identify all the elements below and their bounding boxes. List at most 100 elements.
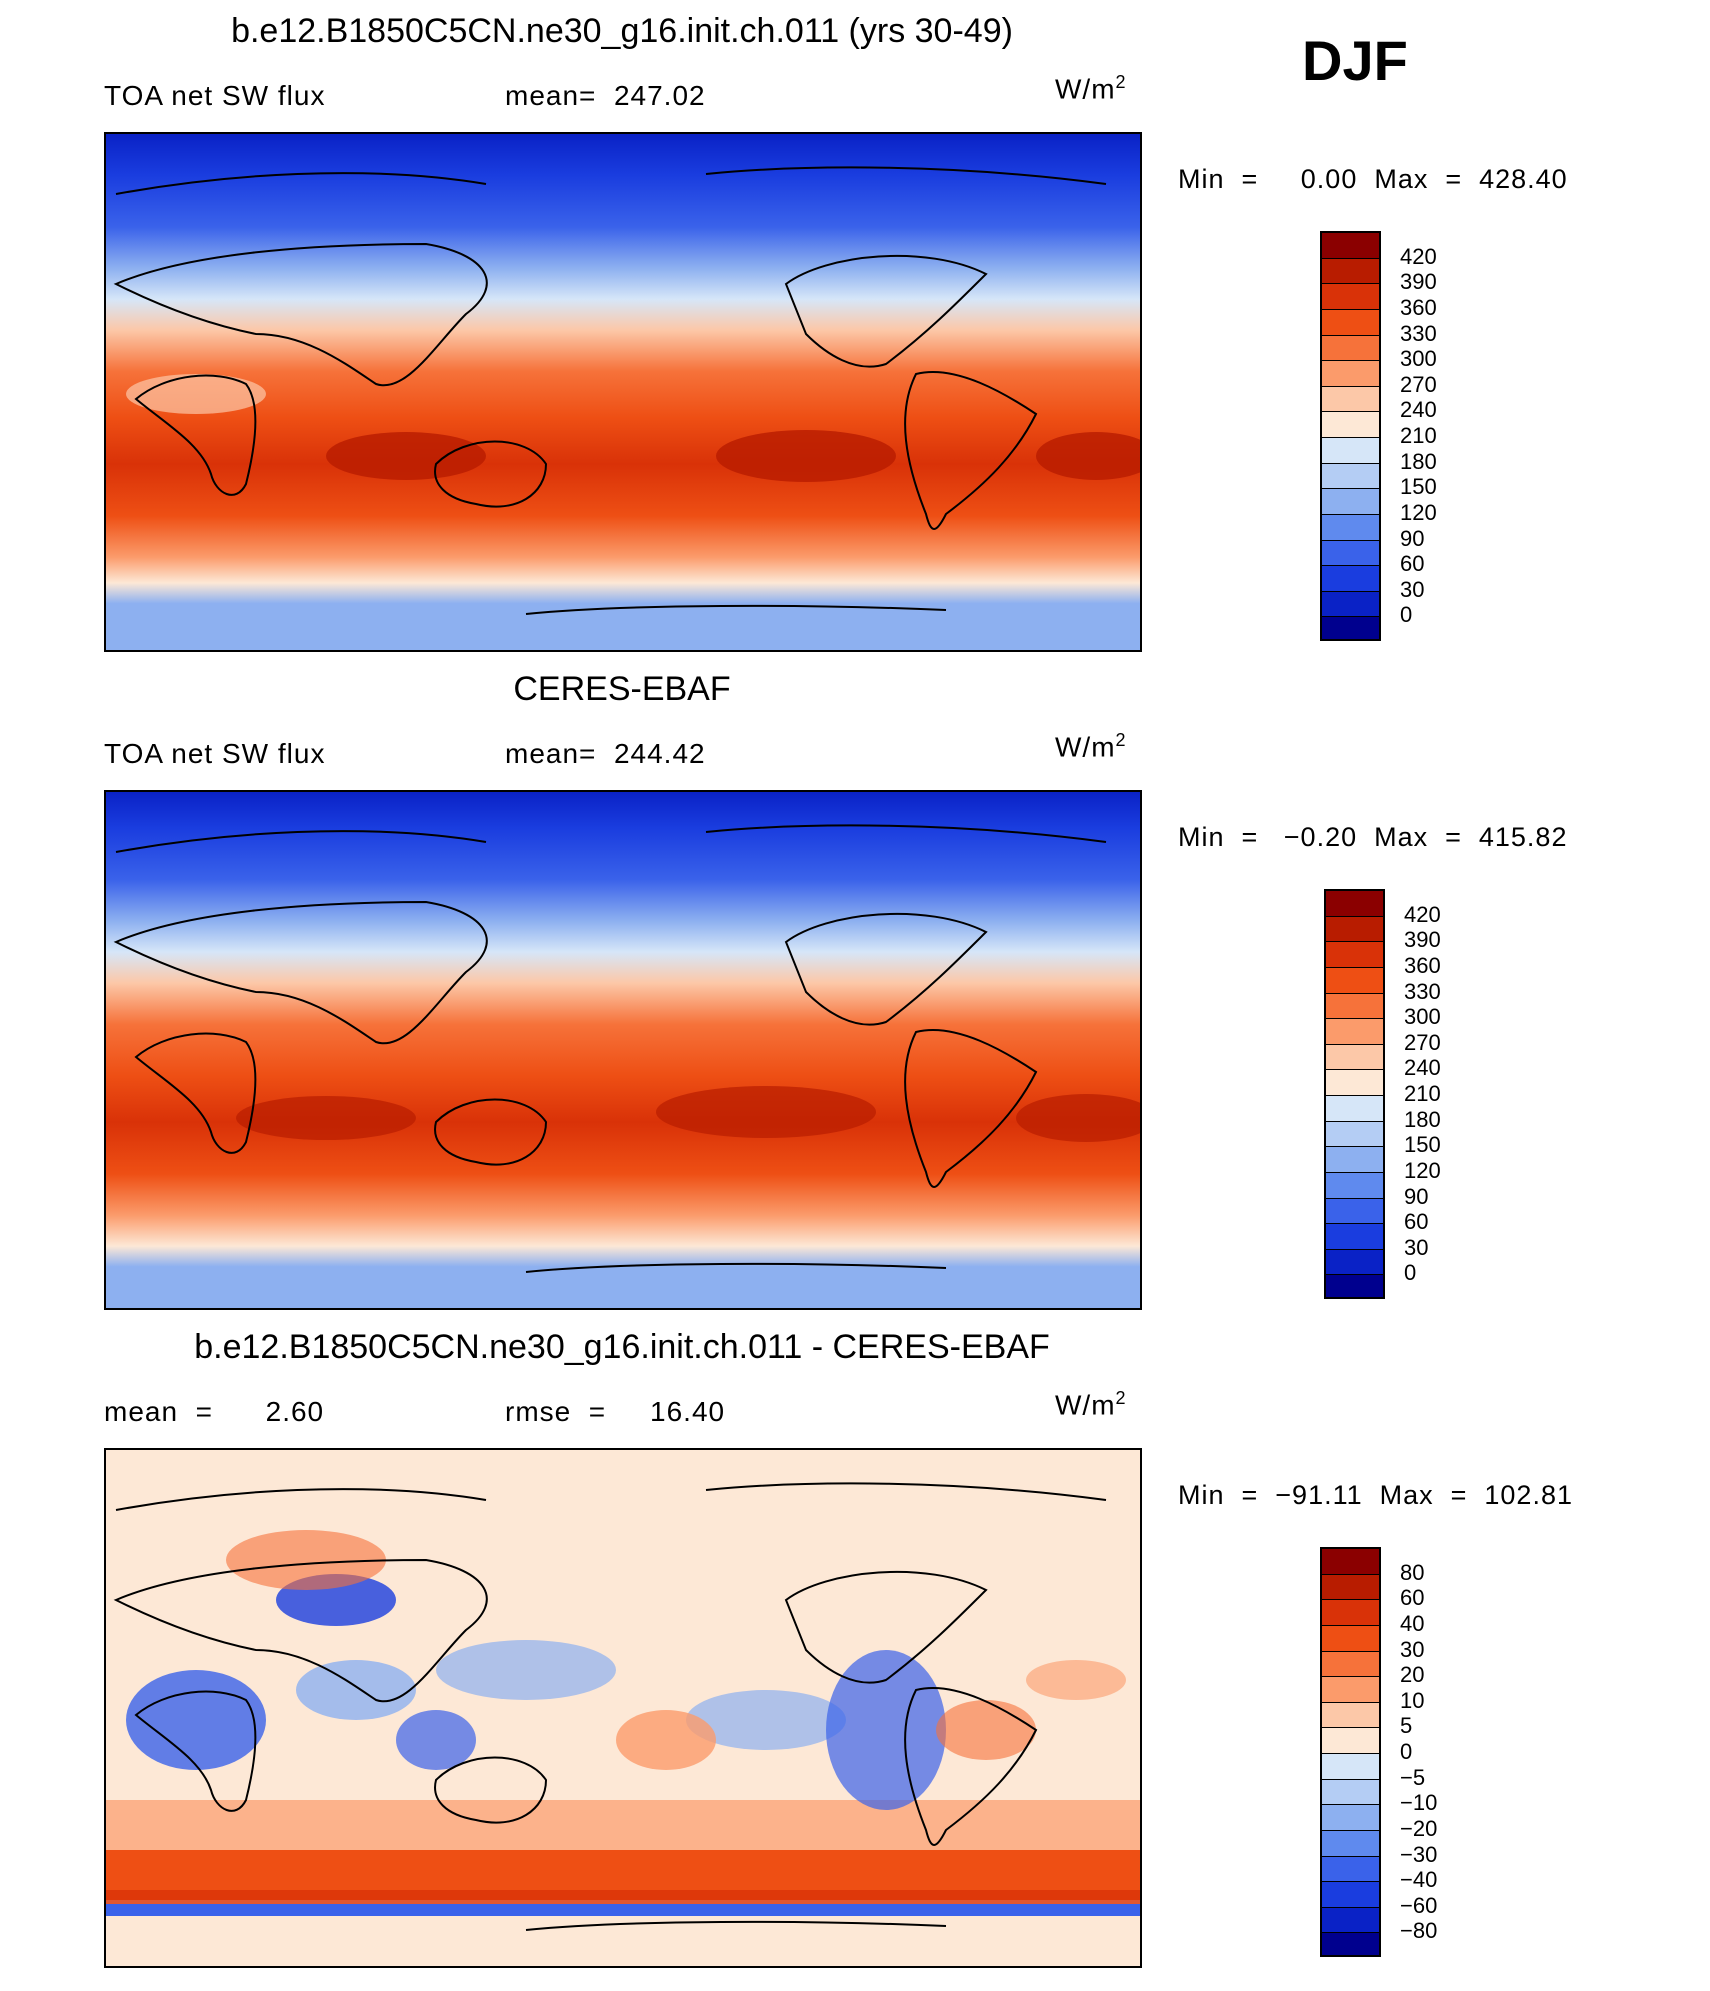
colorbar-swatch bbox=[1322, 1549, 1379, 1575]
colorbar-swatch bbox=[1322, 1882, 1379, 1908]
panel-mean-label: mean= 247.02 bbox=[505, 80, 706, 111]
colorbar-level-label: 60 bbox=[1400, 551, 1425, 577]
colorbar-level-label: 420 bbox=[1400, 243, 1437, 269]
colorbar-swatch bbox=[1326, 942, 1383, 968]
colorbar-swatch bbox=[1326, 1275, 1383, 1297]
colorbar-level-label: 20 bbox=[1400, 1662, 1425, 1688]
colorbar-swatch bbox=[1322, 1856, 1379, 1883]
colorbar-swatch bbox=[1326, 1044, 1383, 1071]
colorbar-swatch bbox=[1322, 386, 1379, 413]
colorbar-level-label: 5 bbox=[1400, 1713, 1413, 1739]
colorbar-level-label: 80 bbox=[1400, 1559, 1425, 1585]
colorbar-swatch bbox=[1322, 489, 1379, 515]
colorbar-level-label: −5 bbox=[1400, 1764, 1426, 1790]
colorbar-diff-swatches bbox=[1320, 1547, 1381, 1957]
colorbar-swatch bbox=[1326, 1121, 1383, 1148]
colorbar-swatch bbox=[1322, 1754, 1379, 1780]
colorbar-swatch bbox=[1322, 1600, 1379, 1626]
colorbar-swatch bbox=[1322, 1805, 1379, 1831]
colorbar-level-label: 60 bbox=[1404, 1209, 1429, 1235]
panel-variable-label: TOA net SW flux bbox=[104, 738, 326, 769]
colorbar-swatch bbox=[1326, 1070, 1383, 1096]
colorbar-level-label: 390 bbox=[1404, 927, 1441, 953]
colorbar-level-label: 30 bbox=[1400, 576, 1425, 602]
colorbar-level-label: 300 bbox=[1404, 1004, 1441, 1030]
season-label: DJF bbox=[1302, 29, 1408, 92]
colorbar-swatch bbox=[1322, 309, 1379, 336]
colorbar-swatch bbox=[1326, 916, 1383, 943]
panel-mean-label: mean = 2.60 bbox=[104, 1396, 325, 1427]
colorbar-level-label: 150 bbox=[1400, 474, 1437, 500]
panel-rmse-label: rmse = 16.40 bbox=[505, 1396, 726, 1427]
colorbar-swatch bbox=[1322, 258, 1379, 285]
colorbar-swatch bbox=[1326, 967, 1383, 994]
panel-title-diff: b.e12.B1850C5CN.ne30_g16.init.ch.011 - C… bbox=[194, 1328, 1050, 1366]
colorbar-level-label: −30 bbox=[1400, 1841, 1438, 1867]
colorbar-level-label: 60 bbox=[1400, 1585, 1425, 1611]
colorbar-swatch bbox=[1326, 1224, 1383, 1250]
colorbar-swatch bbox=[1322, 1651, 1379, 1678]
colorbar-swatch bbox=[1322, 412, 1379, 438]
minmax-diff: Min = −91.11 Max = 102.81 bbox=[1178, 1480, 1573, 1510]
colorbar-level-label: 30 bbox=[1404, 1234, 1429, 1260]
colorbar-obs: 420 390 360 330 300 270 240 210 180 150 120 90 60 30 0 bbox=[1324, 889, 1524, 1299]
colorbar-level-label: 330 bbox=[1404, 978, 1441, 1004]
colorbar-level-label: 120 bbox=[1400, 499, 1437, 525]
colorbar-level-label: −60 bbox=[1400, 1892, 1438, 1918]
colorbar-level-label: 10 bbox=[1400, 1687, 1425, 1713]
colorbar-swatch bbox=[1322, 540, 1379, 567]
map-model-field bbox=[106, 134, 1140, 650]
colorbar-swatch bbox=[1326, 1249, 1383, 1276]
panel-variable-label: TOA net SW flux bbox=[104, 80, 326, 111]
colorbar-level-label: 0 bbox=[1404, 1260, 1417, 1286]
colorbar-level-label: 360 bbox=[1404, 952, 1441, 978]
colorbar-level-label: 0 bbox=[1400, 1739, 1413, 1764]
colorbar-swatch bbox=[1322, 1933, 1379, 1955]
colorbar-swatch bbox=[1322, 1830, 1379, 1857]
colorbar-swatch bbox=[1322, 617, 1379, 639]
map-diff bbox=[104, 1448, 1142, 1968]
colorbar-swatch bbox=[1322, 361, 1379, 387]
colorbar-swatch bbox=[1326, 993, 1383, 1020]
colorbar-level-label: 30 bbox=[1400, 1636, 1425, 1662]
map-diff-field bbox=[106, 1450, 1140, 1966]
colorbar-swatch bbox=[1326, 1172, 1383, 1199]
colorbar-swatch bbox=[1326, 891, 1383, 917]
colorbar-swatch bbox=[1322, 1702, 1379, 1729]
colorbar-swatch bbox=[1322, 1574, 1379, 1601]
colorbar-level-label: 210 bbox=[1400, 423, 1437, 448]
colorbar-level-label: 390 bbox=[1400, 269, 1437, 295]
colorbar-swatch bbox=[1326, 1198, 1383, 1225]
colorbar-level-label: 120 bbox=[1404, 1157, 1441, 1183]
colorbar-swatch bbox=[1322, 233, 1379, 259]
colorbar-level-label: 180 bbox=[1404, 1106, 1441, 1132]
colorbar-model-swatches bbox=[1320, 231, 1381, 641]
colorbar-level-label: −20 bbox=[1400, 1815, 1438, 1841]
map-obs bbox=[104, 790, 1142, 1310]
colorbar-level-label: 360 bbox=[1400, 294, 1437, 320]
colorbar-swatch bbox=[1322, 335, 1379, 362]
colorbar-level-label: 150 bbox=[1404, 1132, 1441, 1158]
colorbar-swatch bbox=[1322, 284, 1379, 310]
colorbar-level-label: 0 bbox=[1400, 602, 1413, 628]
colorbar-level-label: 300 bbox=[1400, 346, 1437, 372]
colorbar-level-label: 330 bbox=[1400, 320, 1437, 346]
minmax-model: Min = 0.00 Max = 428.40 bbox=[1178, 164, 1568, 194]
units-label: W/m2 bbox=[1055, 1388, 1127, 1421]
colorbar-level-label: 270 bbox=[1404, 1029, 1441, 1055]
colorbar-level-label: 240 bbox=[1404, 1055, 1441, 1081]
colorbar-level-label: 240 bbox=[1400, 397, 1437, 423]
colorbar-swatch bbox=[1322, 1779, 1379, 1806]
colorbar-level-label: −10 bbox=[1400, 1790, 1438, 1816]
colorbar-swatch bbox=[1322, 1907, 1379, 1934]
units-label: W/m2 bbox=[1055, 730, 1127, 763]
colorbar-diff: 80 60 40 30 20 10 5 0 −5 −10 −20 −30 −40 −60 −80 bbox=[1320, 1547, 1520, 1957]
colorbar-level-label: 90 bbox=[1404, 1183, 1429, 1209]
colorbar-level-label: 270 bbox=[1400, 371, 1437, 397]
colorbar-swatch bbox=[1322, 591, 1379, 618]
colorbar-swatch bbox=[1326, 1096, 1383, 1122]
colorbar-level-label: −80 bbox=[1400, 1918, 1438, 1944]
colorbar-swatch bbox=[1322, 1625, 1379, 1652]
colorbar-level-label: 210 bbox=[1404, 1081, 1441, 1106]
colorbar-level-label: −40 bbox=[1400, 1867, 1438, 1893]
